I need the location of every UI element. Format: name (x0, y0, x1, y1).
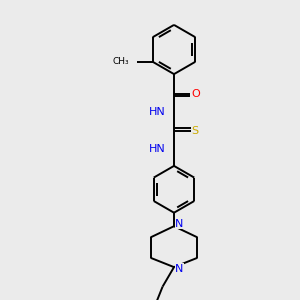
Text: HN: HN (149, 144, 166, 154)
Text: N: N (175, 219, 184, 229)
Text: HN: HN (149, 107, 166, 117)
Text: N: N (175, 264, 184, 274)
Text: CH₃: CH₃ (112, 57, 129, 66)
Text: S: S (192, 126, 199, 136)
Text: O: O (191, 88, 200, 99)
